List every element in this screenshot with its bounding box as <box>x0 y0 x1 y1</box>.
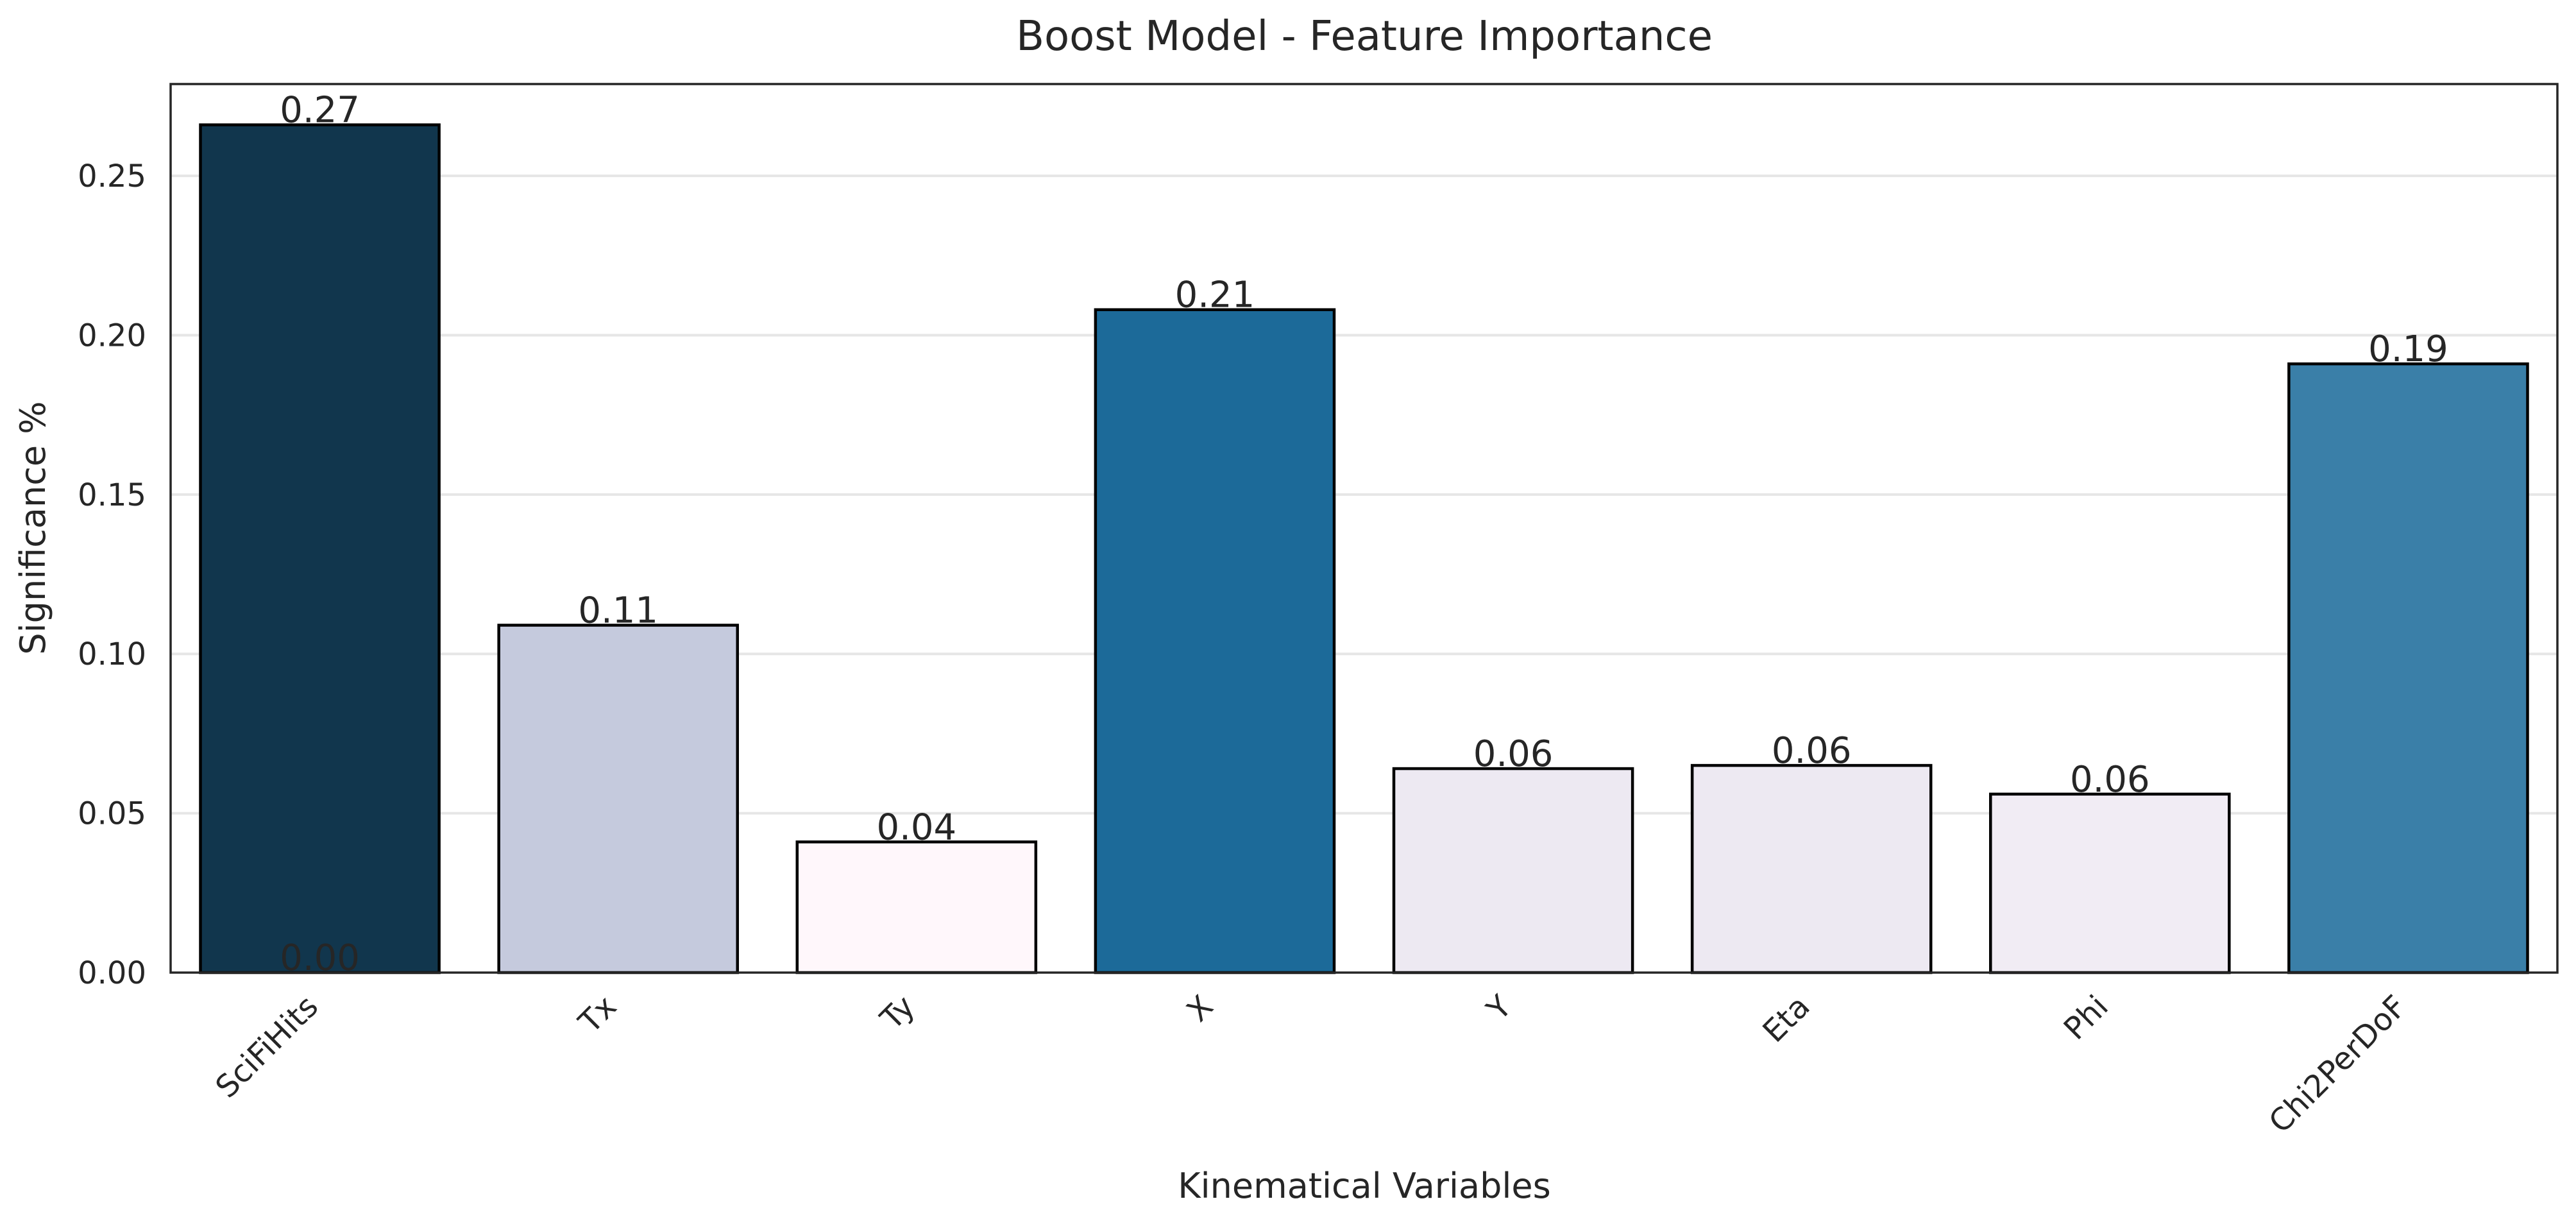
y-tick-label: 0.25 <box>78 158 146 194</box>
y-axis-ticks: 0.00 0.05 0.10 0.15 0.20 0.25 <box>78 158 146 991</box>
data-label: 0.06 <box>1772 730 1852 772</box>
data-label: 0.06 <box>1473 733 1554 775</box>
x-axis-label: Kinematical Variables <box>1178 1166 1550 1206</box>
bar-ty <box>795 840 1038 975</box>
y-tick-label: 0.00 <box>78 955 146 991</box>
x-tick-label: Ty <box>873 989 922 1037</box>
data-label: 0.06 <box>2070 759 2150 801</box>
data-label: 0.19 <box>2368 328 2448 370</box>
plot-frame <box>169 83 2559 974</box>
bar-y <box>1392 767 1634 975</box>
x-tick-label: Tx <box>572 989 623 1041</box>
data-label: 0.11 <box>578 590 658 632</box>
x-tick-label: SciFiHits <box>208 989 325 1105</box>
bar-tx <box>497 624 739 975</box>
y-tick-label: 0.10 <box>78 636 146 672</box>
data-labels: 0.27 0.11 0.04 0.21 0.06 0.06 0.06 0.19 0.00 <box>280 90 2448 979</box>
bar-eta <box>1690 763 1933 975</box>
data-label: 0.27 <box>280 90 360 132</box>
extra-data-label: 0.00 <box>280 937 360 979</box>
data-label: 0.21 <box>1175 275 1255 316</box>
y-tick-label: 0.05 <box>78 796 146 832</box>
y-axis-label: Significance % <box>13 401 53 654</box>
chart-title: Boost Model - Feature Importance <box>1016 13 1713 60</box>
x-axis-ticks: SciFiHits Tx Ty X Y Eta Phi Chi2PerDoF <box>208 988 2414 1140</box>
bar-x <box>1094 308 1336 975</box>
bar-phi <box>1989 792 2231 975</box>
x-tick-label: Chi2PerDoF <box>2262 989 2414 1140</box>
x-tick-label: Phi <box>2057 989 2115 1047</box>
x-tick-label: X <box>1180 989 1221 1029</box>
x-tick-label: Y <box>1480 988 1520 1028</box>
y-tick-label: 0.15 <box>78 477 146 513</box>
data-label: 0.04 <box>876 806 956 848</box>
y-tick-label: 0.20 <box>78 318 146 353</box>
bar-chi2perdof <box>2287 362 2529 975</box>
bars <box>199 123 2529 975</box>
bar-scifihits <box>199 123 441 975</box>
x-tick-label: Eta <box>1756 989 1817 1050</box>
